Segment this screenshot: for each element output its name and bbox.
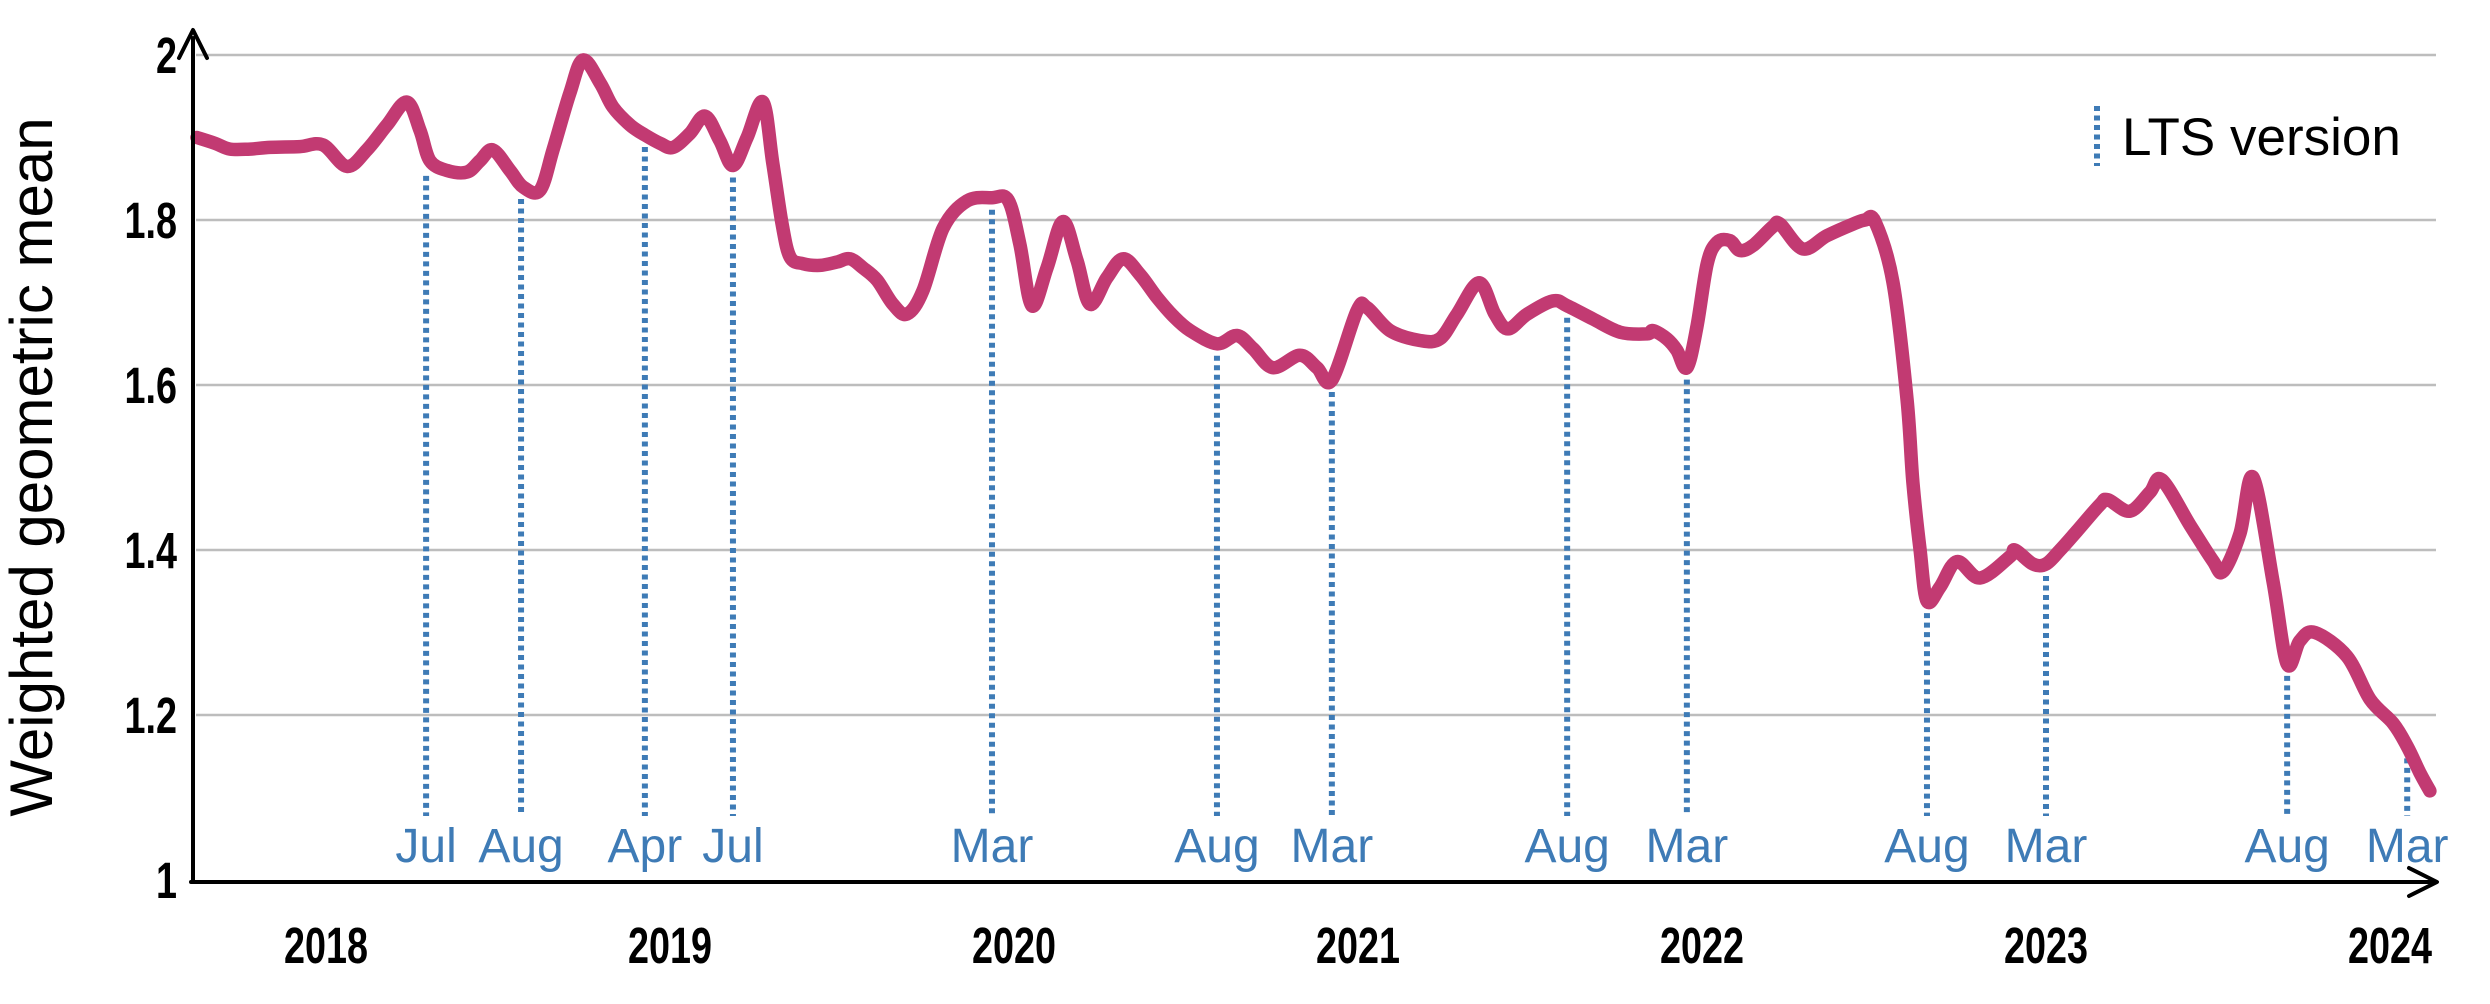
x-axis-arrow-icon xyxy=(2407,866,2439,898)
x-year-label: 2021 xyxy=(1316,916,1400,974)
svg-text:1.4: 1.4 xyxy=(125,521,178,579)
svg-text:1.6: 1.6 xyxy=(125,356,177,414)
lts-month-label: Aug xyxy=(478,820,563,873)
y-tick-label: 1.6 xyxy=(125,356,177,414)
legend-label: LTS version xyxy=(2122,108,2401,167)
y-tick-label: 1 xyxy=(156,851,177,909)
lts-month-label: Aug xyxy=(1524,820,1609,873)
svg-text:2021: 2021 xyxy=(1316,916,1400,974)
y-tick-label: 1.8 xyxy=(125,191,177,249)
svg-text:1.8: 1.8 xyxy=(125,191,177,249)
lts-month-label: Mar xyxy=(2005,820,2088,873)
svg-text:1: 1 xyxy=(156,851,177,909)
svg-text:2022: 2022 xyxy=(1660,916,1744,974)
lts-month-label: Mar xyxy=(951,820,1034,873)
svg-text:2024: 2024 xyxy=(2348,916,2432,974)
svg-text:1.2: 1.2 xyxy=(125,686,177,744)
svg-text:2019: 2019 xyxy=(628,916,712,974)
lts-month-label: Mar xyxy=(1646,820,1729,873)
y-tick-label: 2 xyxy=(156,26,177,84)
y-tick-label: 1.2 xyxy=(125,686,177,744)
series-lines xyxy=(190,53,2437,798)
legend: LTS version xyxy=(2094,106,2401,167)
svg-text:2020: 2020 xyxy=(972,916,1056,974)
x-year-label: 2022 xyxy=(1660,916,1744,974)
x-year-label: 2020 xyxy=(972,916,1056,974)
lts-month-label: Aug xyxy=(2244,820,2329,873)
y-tick-label: 1.4 xyxy=(125,521,178,579)
svg-text:2: 2 xyxy=(156,26,177,84)
tick-labels: Jul Aug Apr Jul Mar Aug Mar Aug Mar Aug Mar Aug Mar 2… xyxy=(125,26,2449,974)
x-year-label: 2023 xyxy=(2004,916,2088,974)
lts-month-label: Mar xyxy=(2366,820,2449,873)
y-axis-arrow-icon xyxy=(177,28,209,60)
y-axis-title: Weighted geometric mean xyxy=(0,117,65,816)
svg-text:2023: 2023 xyxy=(2004,916,2088,974)
axes xyxy=(177,28,2439,898)
x-year-label: 2018 xyxy=(284,916,368,974)
x-year-label: 2019 xyxy=(628,916,712,974)
lts-marker-lines xyxy=(423,147,2411,816)
lts-month-label: Aug xyxy=(1174,820,1259,873)
weighted-geometric-mean-line xyxy=(190,53,2437,798)
lts-month-label: Jul xyxy=(395,820,456,873)
x-year-label: 2024 xyxy=(2348,916,2432,974)
svg-text:2018: 2018 xyxy=(284,916,368,974)
lts-month-label: Mar xyxy=(1291,820,1374,873)
lts-month-label: Apr xyxy=(608,820,683,873)
lts-month-label: Jul xyxy=(702,820,763,873)
lts-month-label: Aug xyxy=(1884,820,1969,873)
